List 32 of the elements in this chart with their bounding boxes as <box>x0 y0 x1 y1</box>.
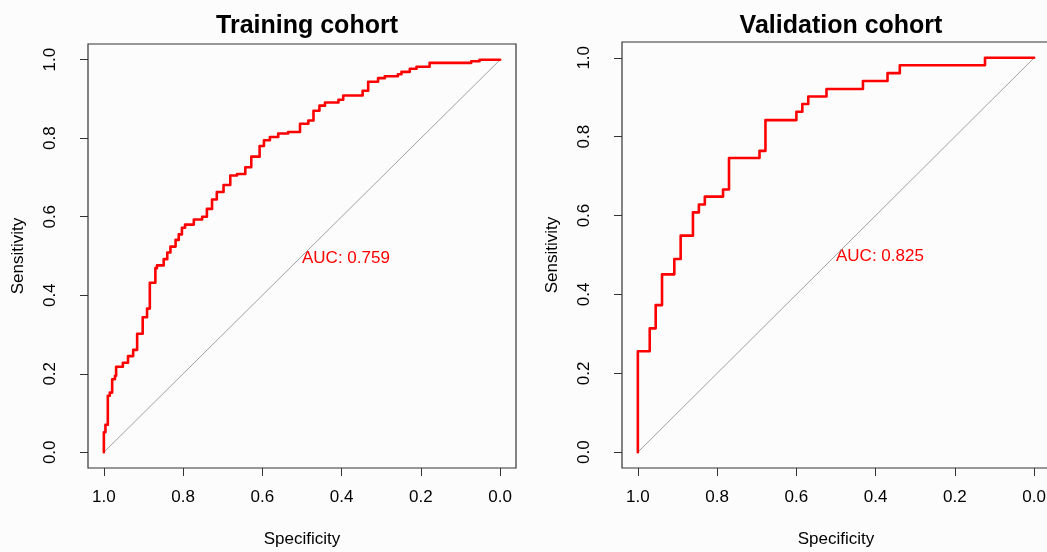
chart-title: Validation cohort <box>739 9 944 38</box>
y-axis-title: Sensitivity <box>542 216 561 294</box>
x-tick-label: 1.0 <box>626 487 650 506</box>
y-tick-label: 0.2 <box>40 361 59 386</box>
x-tick-label: 0.2 <box>409 487 433 506</box>
x-tick-label: 0.6 <box>250 487 275 506</box>
x-axis-title: Specificity <box>263 529 341 548</box>
y-tick-label: 0.0 <box>40 440 59 465</box>
y-tick-label: 0.6 <box>574 203 593 228</box>
x-axis-title: Specificity <box>797 529 875 548</box>
x-tick-label: 0.8 <box>171 487 195 506</box>
y-axis-title: Sensitivity <box>8 217 27 295</box>
x-tick-label: 0.0 <box>1022 487 1046 506</box>
x-tick-label: 0.2 <box>943 487 967 506</box>
annotation: AUC: 0.825 <box>836 246 924 265</box>
y-tick-label: 0.4 <box>40 283 59 308</box>
x-tick-label: 1.0 <box>92 487 116 506</box>
annotation: AUC: 0.759 <box>302 247 390 267</box>
x-tick-label: 0.0 <box>488 487 512 506</box>
y-tick-label: 1.0 <box>40 47 59 72</box>
x-tick-label: 0.8 <box>705 487 729 506</box>
x-tick-label: 0.4 <box>329 487 354 506</box>
chart-title: Training cohort <box>216 9 399 38</box>
y-tick-label: 0.4 <box>574 282 593 307</box>
y-tick-label: 0.2 <box>574 361 593 386</box>
y-tick-label: 0.6 <box>40 204 59 229</box>
y-tick-label: 1.0 <box>574 45 593 70</box>
y-tick-label: 0.0 <box>574 440 593 465</box>
y-tick-label: 0.8 <box>40 126 59 151</box>
x-tick-label: 0.4 <box>863 487 888 506</box>
x-tick-label: 0.6 <box>784 487 809 506</box>
y-tick-label: 0.8 <box>574 124 593 149</box>
